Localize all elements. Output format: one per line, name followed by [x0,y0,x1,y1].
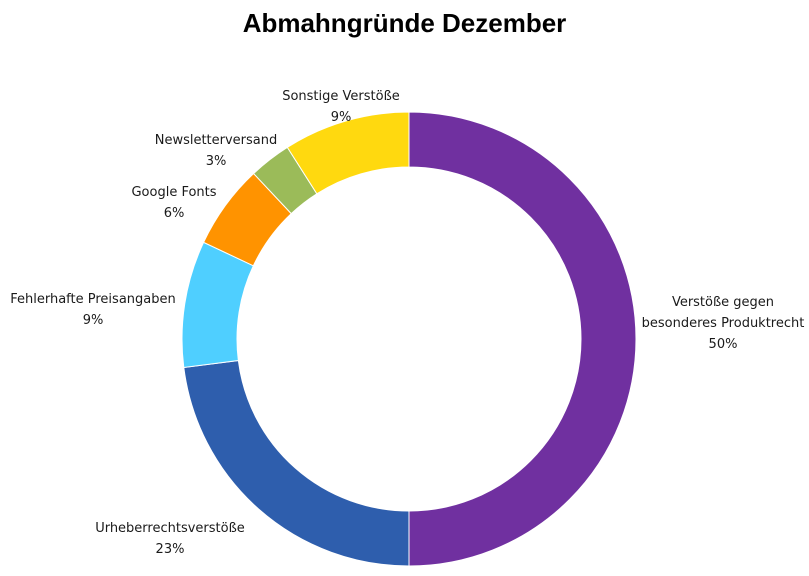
slice-label-0: Verstöße gegen besonderes Produktrecht 50% [642,295,805,352]
slice-name-5: Sonstige Verstöße [282,89,400,104]
chart-title: Abmahngründe Dezember [242,8,567,38]
slice-name-2: Fehlerhafte Preisangaben [10,292,175,307]
slice-percent-4: 3% [206,154,227,169]
slice-name-4: Newsletterversand [155,133,278,148]
slice-percent-3: 6% [164,206,185,221]
donut-slice-5 [286,111,410,195]
donut-slice-0 [408,111,637,567]
slice-percent-1: 23% [156,542,185,557]
slice-name-3: Google Fonts [131,185,216,200]
slice-percent-0: 50% [709,337,738,352]
slice-label-3: Google Fonts 6% [131,185,216,221]
slice-label-2: Fehlerhafte Preisangaben 9% [10,292,175,328]
slice-label-1: Urheberrechtsverstöße 23% [95,521,245,557]
slice-percent-2: 9% [83,313,104,328]
slice-name-0: Verstöße gegen [672,295,774,310]
slice-label-5: Sonstige Verstöße 9% [282,89,400,125]
slice-percent-5: 9% [331,110,352,125]
slice-label-4: Newsletterversand 3% [155,133,278,169]
slice-name-0: besonderes Produktrecht [642,316,805,331]
slice-name-1: Urheberrechtsverstöße [95,521,245,536]
